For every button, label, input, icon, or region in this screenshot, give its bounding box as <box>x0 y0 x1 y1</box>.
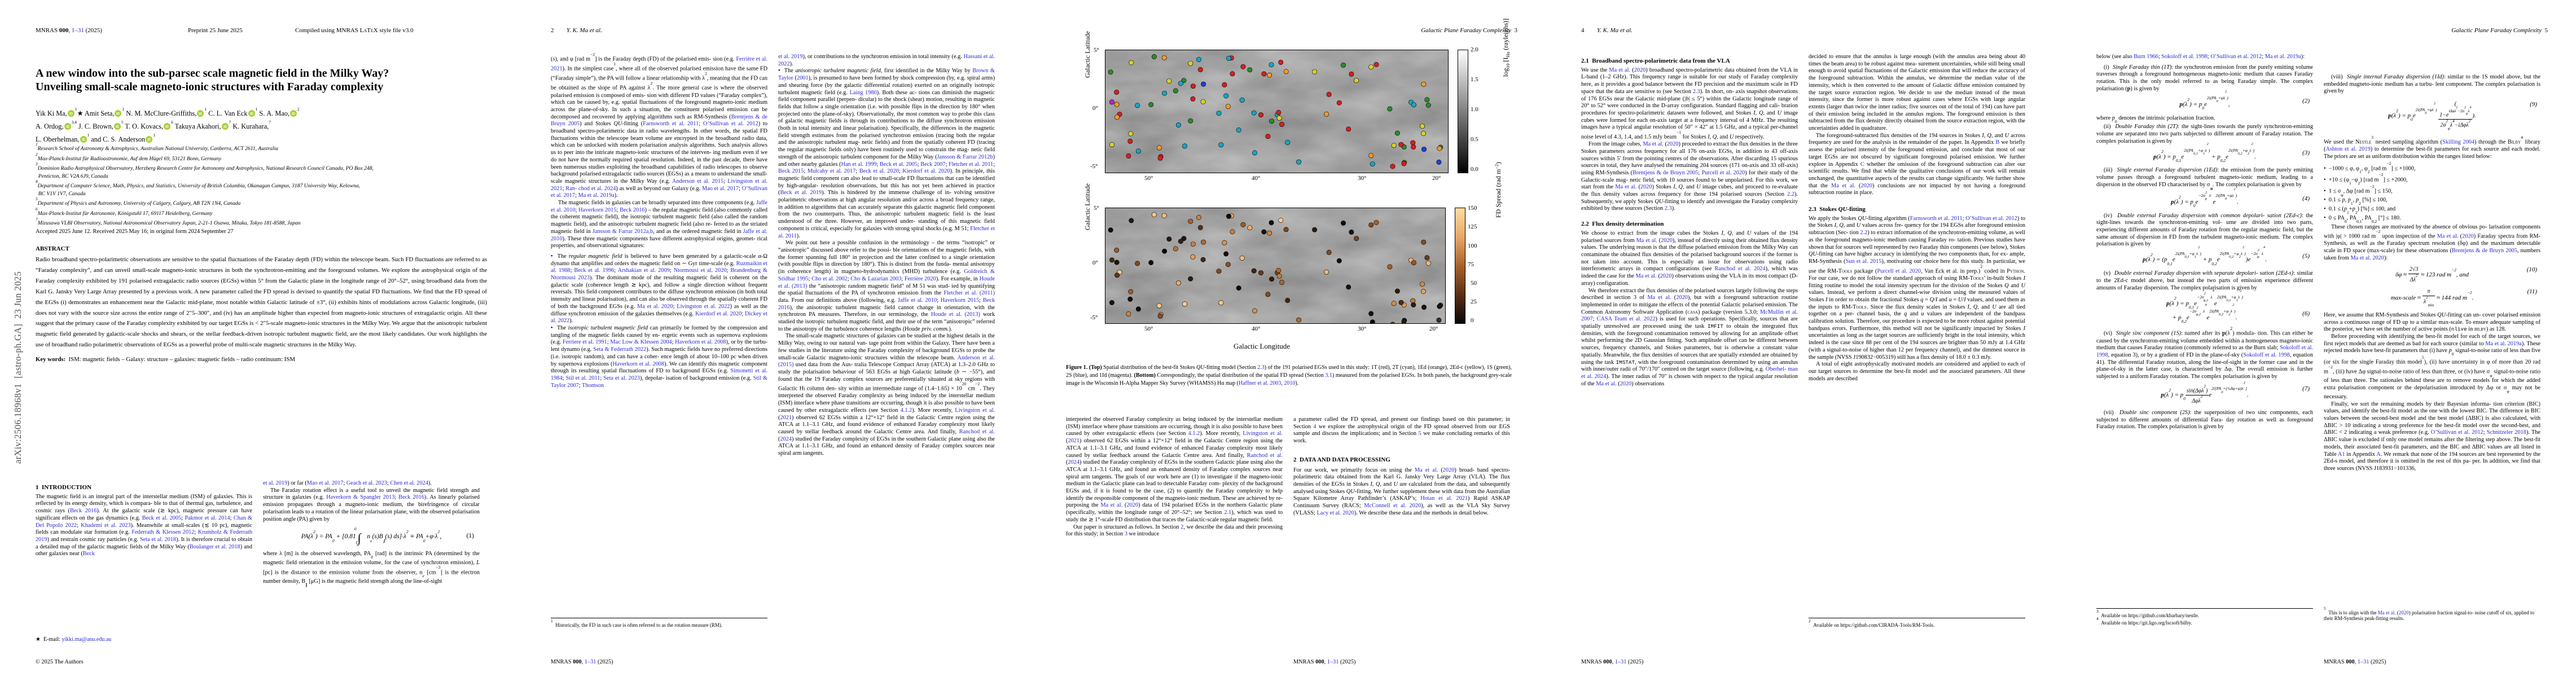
svg-text:iD: iD <box>250 113 254 116</box>
svg-text:iD: iD <box>66 126 70 129</box>
svg-text:iD: iD <box>223 126 227 129</box>
svg-text:iD: iD <box>147 139 151 142</box>
svg-text:iD: iD <box>292 113 296 116</box>
svg-text:iD: iD <box>116 126 120 129</box>
svg-text:iD: iD <box>165 126 169 129</box>
svg-text:iD: iD <box>116 113 120 116</box>
svg-text:iD: iD <box>199 113 203 116</box>
svg-text:iD: iD <box>82 139 86 142</box>
svg-text:iD: iD <box>69 113 73 116</box>
